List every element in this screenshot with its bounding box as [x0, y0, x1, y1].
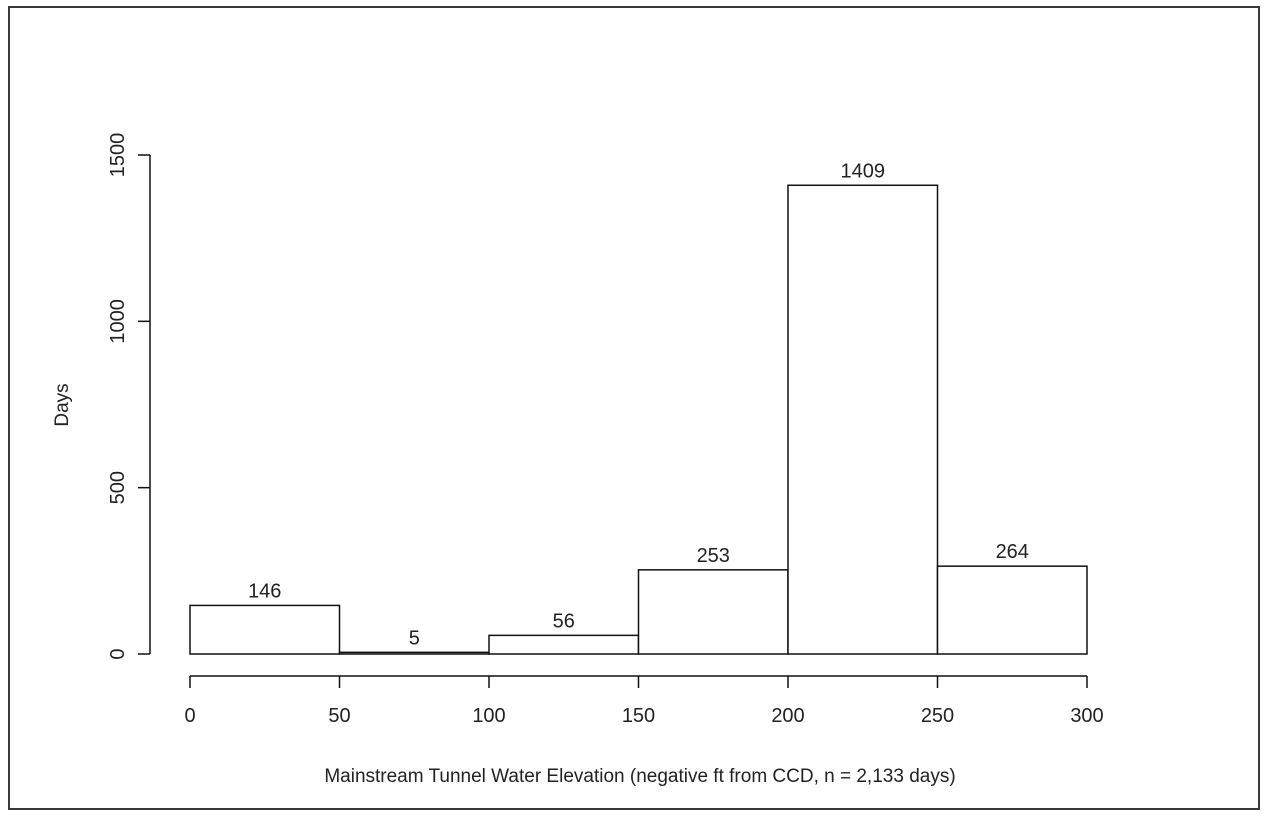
bar-labels: 146 5 56 253 1409 264 [248, 160, 1029, 649]
x-tick-label: 200 [771, 705, 804, 727]
x-tick-label: 0 [184, 705, 195, 727]
x-tick-label: 100 [472, 705, 505, 727]
bar-value-label: 264 [996, 541, 1029, 563]
y-axis: 0 500 1000 1500 [107, 133, 151, 660]
y-tick-label: 0 [107, 648, 129, 659]
y-tick-label: 1000 [107, 299, 129, 344]
histogram-bar [338, 651, 490, 655]
histogram-bar [637, 569, 789, 655]
bar-value-label: 5 [409, 627, 420, 649]
bar-value-label: 1409 [841, 160, 886, 182]
histogram-bar [488, 634, 640, 655]
x-tick-label: 250 [921, 705, 954, 727]
bar-value-label: 56 [553, 610, 575, 632]
x-axis-title: Mainstream Tunnel Water Elevation (negat… [324, 766, 955, 787]
y-tick-label: 1500 [107, 133, 129, 178]
x-tick-label: 150 [622, 705, 655, 727]
histogram-bar [787, 184, 939, 655]
figure-frame [8, 6, 1260, 810]
histogram-bar [189, 604, 341, 655]
y-tick-label: 500 [107, 471, 129, 504]
histogram-bar [936, 565, 1088, 655]
bar-value-label: 253 [697, 545, 730, 567]
x-axis: 0 50 100 150 200 250 300 [184, 675, 1104, 727]
bars [189, 184, 1088, 655]
x-tick-label: 300 [1070, 705, 1103, 727]
x-tick-label: 50 [328, 705, 350, 727]
bar-value-label: 146 [248, 580, 281, 602]
y-axis-title: Days [52, 383, 73, 426]
